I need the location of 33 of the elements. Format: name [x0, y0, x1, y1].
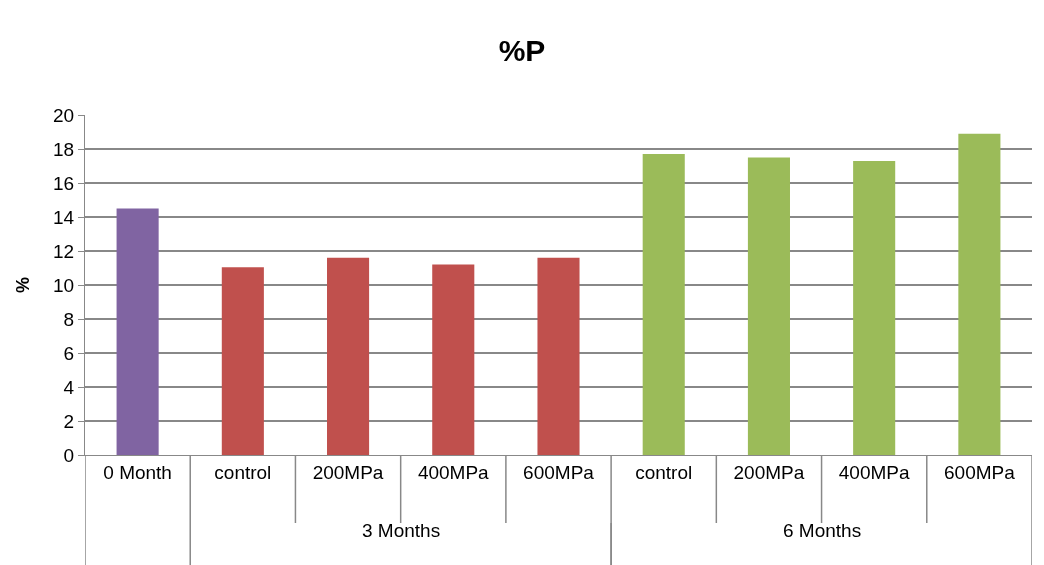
- y-tick-label: 18: [53, 138, 75, 160]
- y-tick-label: 4: [63, 376, 75, 398]
- bar: [432, 264, 475, 455]
- x-tick-label: 200MPa: [733, 461, 805, 483]
- y-tick-label: 8: [63, 308, 75, 330]
- x-tick-label: 200MPa: [312, 461, 384, 483]
- y-tick-label: 16: [53, 172, 75, 194]
- y-tick-label: 20: [53, 104, 75, 126]
- y-tick-label: 6: [63, 342, 75, 364]
- bar: [221, 267, 264, 455]
- bar: [116, 208, 159, 455]
- x-tick-label: 0 Month: [103, 461, 172, 483]
- bar: [853, 160, 896, 455]
- y-tick-label: 0: [63, 444, 75, 466]
- bar: [642, 154, 685, 455]
- y-tick-label: 2: [63, 410, 75, 432]
- bar: [327, 257, 370, 455]
- x-tick-label: control: [214, 461, 272, 483]
- x-tick-label: 400MPa: [417, 461, 490, 483]
- y-tick-label: 12: [53, 240, 75, 262]
- text: 6 Months: [783, 520, 862, 541]
- y-tick-label: 10: [53, 274, 75, 296]
- y-axis-title: %: [13, 276, 34, 294]
- bar: [747, 157, 790, 455]
- x-tick-label: 400MPa: [838, 461, 910, 483]
- bar: [958, 133, 1001, 455]
- x-tick-label: 600MPa: [523, 461, 595, 483]
- chart-title: %P: [498, 33, 546, 67]
- text: 3 Months: [362, 520, 441, 541]
- bar: [537, 257, 580, 455]
- y-tick-label: 14: [53, 206, 75, 228]
- x-tick-label: control: [635, 461, 693, 483]
- x-tick-label: 600MPa: [944, 461, 1016, 483]
